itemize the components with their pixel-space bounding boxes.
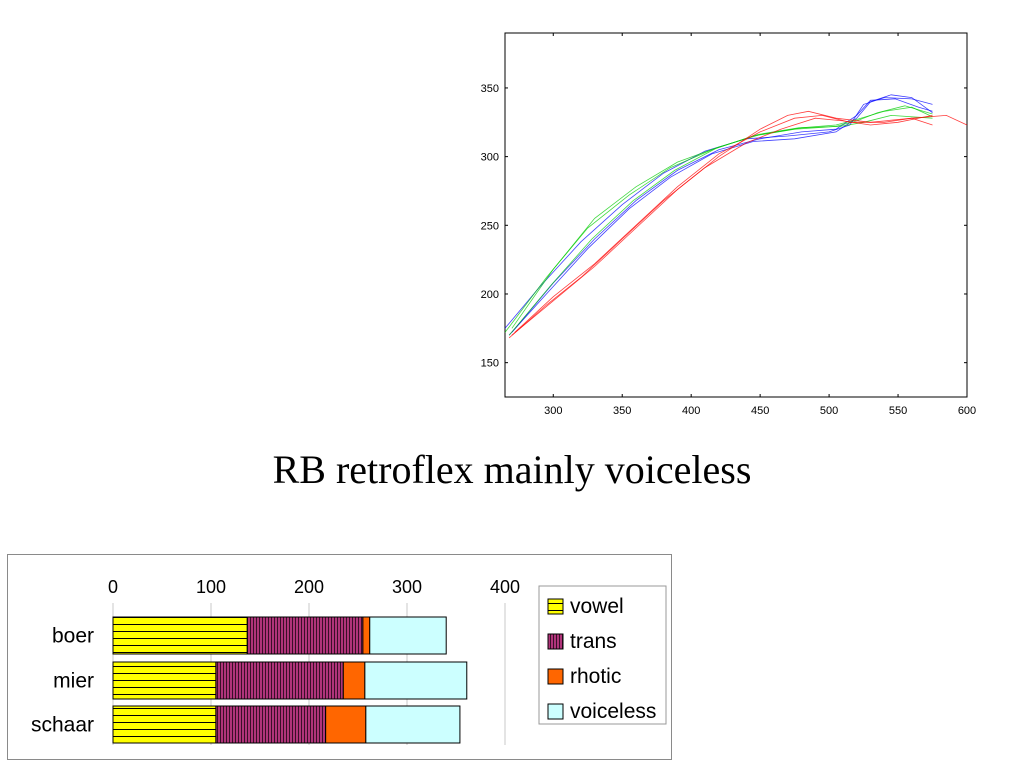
formant-line-2 — [508, 94, 933, 336]
bar-segment-rhotic-schaar — [325, 705, 367, 744]
bar-x-tick-label: 400 — [490, 577, 520, 597]
bar-segment-voiceless-mier — [364, 661, 468, 700]
legend-swatch-rhotic — [547, 668, 564, 685]
legend-label-trans: trans — [570, 630, 617, 653]
x-tick-label: 550 — [889, 405, 907, 417]
category-label: mier — [53, 670, 94, 693]
formant-line-3 — [511, 98, 933, 333]
bar-segment-trans-mier — [215, 661, 344, 700]
formant-line-8 — [514, 114, 933, 333]
bar-segment-voiceless-schaar — [365, 705, 461, 744]
line-chart-series — [504, 94, 968, 339]
bar-segment-voiceless-boer — [369, 616, 447, 655]
bar-segment-trans-boer — [246, 616, 364, 655]
y-tick-label: 200 — [481, 289, 499, 301]
legend-label-rhotic: rhotic — [570, 665, 621, 688]
category-label: schaar — [31, 714, 94, 737]
bar-chart-legend: vowel trans rhotic voiceless — [538, 585, 667, 725]
bar-x-tick-label: 300 — [392, 577, 422, 597]
y-tick-label: 150 — [481, 358, 499, 370]
bar-segment-vowel-schaar — [112, 705, 217, 744]
x-tick-label: 500 — [820, 405, 838, 417]
formant-line-9 — [511, 110, 968, 336]
x-tick-label: 400 — [682, 405, 700, 417]
formant-line-chart: 300 350 400 450 500 550 600 150 200 250 300 350 — [481, 32, 976, 417]
x-tick-label: 300 — [544, 405, 562, 417]
y-tick-label: 300 — [481, 152, 499, 164]
legend-swatch-vowel — [547, 598, 564, 615]
bar-segment-trans-schaar — [215, 705, 327, 744]
line-chart-axes: 300 350 400 450 500 550 600 150 200 250 300 350 — [481, 33, 976, 417]
bar-segment-vowel-boer — [112, 616, 248, 655]
formant-line-5 — [511, 106, 933, 329]
bar-x-tick-label: 200 — [294, 577, 324, 597]
bar-x-tick-label: 100 — [196, 577, 226, 597]
bar-x-tick-label: 0 — [108, 577, 118, 597]
legend-label-vowel: vowel — [570, 595, 624, 618]
x-tick-label: 350 — [613, 405, 631, 417]
bar-segment-rhotic-boer — [362, 616, 371, 655]
x-tick-label: 450 — [751, 405, 769, 417]
y-tick-label: 250 — [481, 220, 499, 232]
line-chart-plot-area — [504, 32, 968, 398]
bar-chart-bars: boer mier schaar — [31, 616, 468, 744]
formant-line-6 — [508, 114, 933, 336]
bar-segment-rhotic-mier — [342, 661, 366, 700]
slide-title: RB retroflex mainly voiceless — [272, 447, 752, 492]
legend-label-voiceless: voiceless — [570, 700, 656, 723]
duration-stacked-bar-chart: 0 100 200 300 400 boer mier schaar vowel trans r… — [31, 577, 667, 745]
legend-swatch-voiceless — [547, 703, 564, 720]
x-tick-label: 600 — [958, 405, 976, 417]
bar-segment-vowel-mier — [112, 661, 217, 700]
category-label: boer — [52, 625, 94, 648]
y-tick-label: 350 — [481, 83, 499, 95]
bar-chart-frame: 0 100 200 300 400 boer mier schaar vowel trans r… — [7, 554, 672, 760]
legend-swatch-trans — [547, 633, 564, 650]
